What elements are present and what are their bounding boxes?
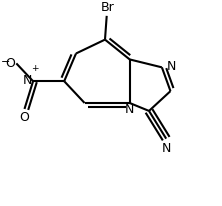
Text: O: O	[5, 57, 15, 70]
Text: N: N	[166, 60, 176, 74]
Text: N: N	[125, 103, 134, 116]
Text: +: +	[32, 64, 39, 73]
Text: N: N	[23, 74, 32, 87]
Text: Br: Br	[101, 1, 115, 14]
Text: −: −	[0, 57, 10, 67]
Text: O: O	[19, 111, 29, 124]
Text: N: N	[162, 142, 172, 155]
